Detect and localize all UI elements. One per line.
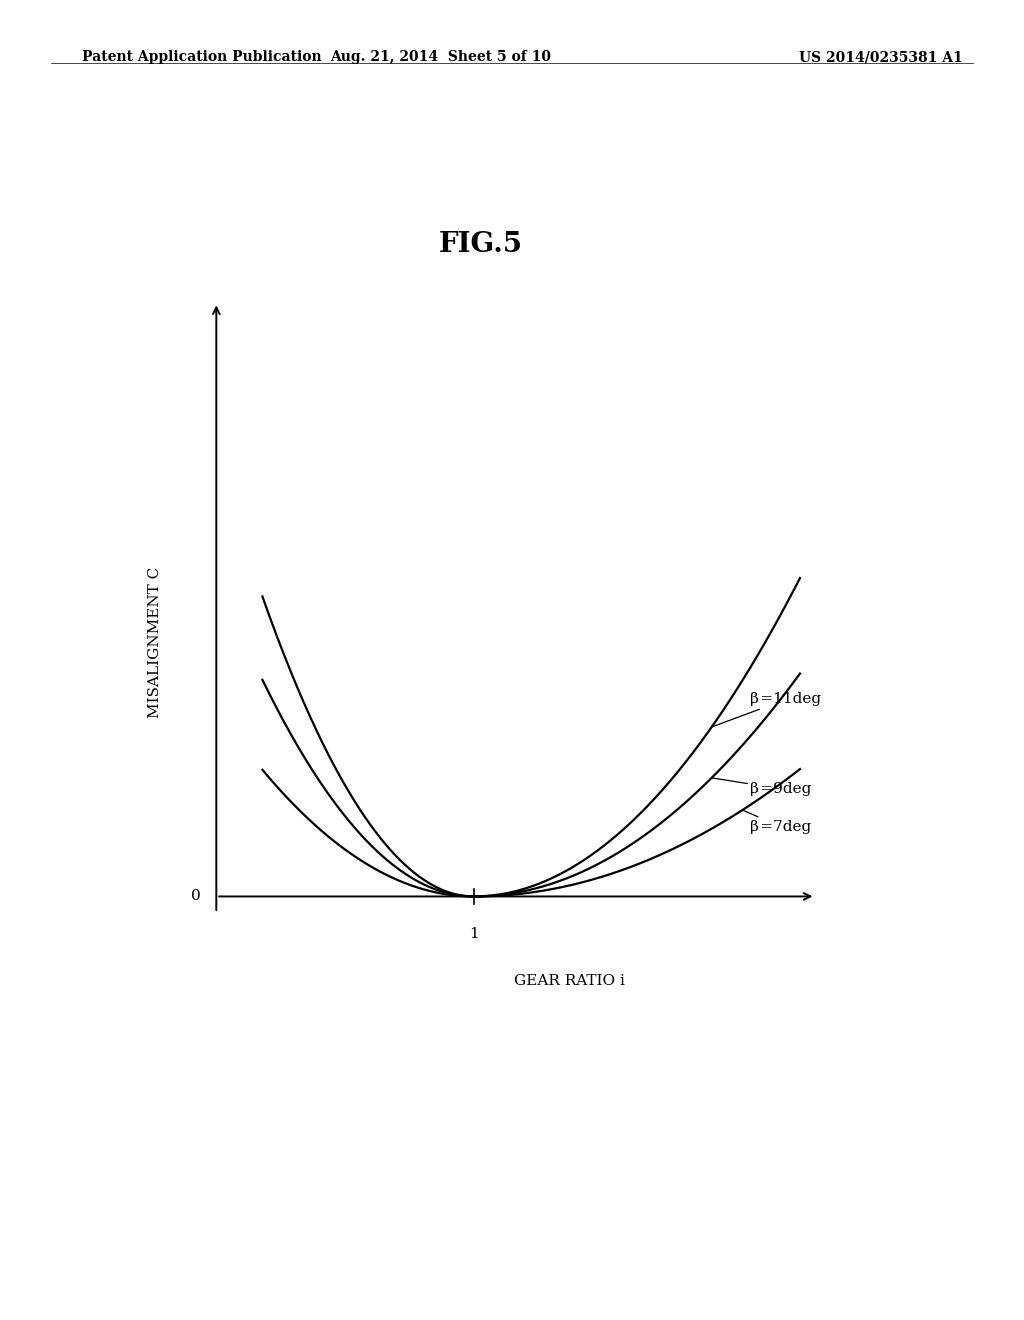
Text: Aug. 21, 2014  Sheet 5 of 10: Aug. 21, 2014 Sheet 5 of 10 — [330, 50, 551, 65]
Text: MISALIGNMENT C: MISALIGNMENT C — [147, 566, 162, 718]
Text: β =9deg: β =9deg — [712, 777, 811, 796]
Text: 0: 0 — [191, 890, 201, 903]
Text: 1: 1 — [469, 928, 478, 941]
Text: β =11deg: β =11deg — [712, 693, 821, 727]
Text: Patent Application Publication: Patent Application Publication — [82, 50, 322, 65]
Text: US 2014/0235381 A1: US 2014/0235381 A1 — [799, 50, 963, 65]
Text: β =7deg: β =7deg — [742, 810, 811, 834]
Text: FIG.5: FIG.5 — [439, 231, 523, 257]
Text: GEAR RATIO i: GEAR RATIO i — [514, 974, 625, 987]
